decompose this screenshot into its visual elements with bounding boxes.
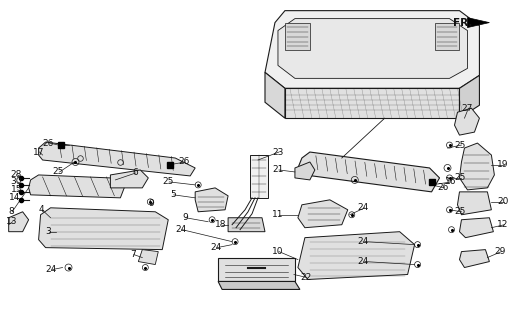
Polygon shape xyxy=(285,23,310,51)
Polygon shape xyxy=(138,250,158,265)
Text: 24: 24 xyxy=(358,237,369,246)
Text: 13: 13 xyxy=(6,217,17,226)
Text: 23: 23 xyxy=(272,148,284,156)
Text: 25: 25 xyxy=(454,140,466,149)
Text: 24: 24 xyxy=(175,225,187,234)
Text: 25: 25 xyxy=(53,167,64,176)
Text: 9: 9 xyxy=(148,199,154,208)
Text: 18: 18 xyxy=(215,220,227,229)
Polygon shape xyxy=(460,218,493,238)
Polygon shape xyxy=(250,155,268,198)
Text: 11: 11 xyxy=(272,210,284,219)
Text: FR.: FR. xyxy=(453,18,473,28)
Polygon shape xyxy=(295,162,315,180)
Polygon shape xyxy=(195,188,228,212)
Text: 25: 25 xyxy=(162,177,174,187)
Polygon shape xyxy=(265,72,285,118)
Polygon shape xyxy=(278,19,468,78)
Text: 3: 3 xyxy=(46,227,52,236)
Text: 6: 6 xyxy=(133,168,138,178)
Text: 26: 26 xyxy=(43,139,54,148)
Text: 25: 25 xyxy=(454,207,466,216)
Text: 5: 5 xyxy=(170,190,176,199)
Text: 7: 7 xyxy=(130,250,136,259)
Polygon shape xyxy=(434,23,460,51)
Text: 16: 16 xyxy=(444,177,456,187)
Polygon shape xyxy=(468,18,489,28)
Polygon shape xyxy=(460,143,494,190)
Text: 25: 25 xyxy=(454,173,466,182)
Polygon shape xyxy=(110,170,148,188)
Polygon shape xyxy=(458,192,491,215)
Polygon shape xyxy=(460,250,489,268)
Text: 20: 20 xyxy=(498,197,509,206)
Text: 29: 29 xyxy=(494,247,506,256)
Text: 17: 17 xyxy=(33,148,44,156)
Text: 24: 24 xyxy=(46,265,57,274)
Polygon shape xyxy=(298,200,348,228)
Text: 24: 24 xyxy=(358,203,369,212)
Text: 30: 30 xyxy=(11,177,22,187)
Polygon shape xyxy=(228,218,265,232)
Text: 22: 22 xyxy=(300,273,311,282)
Text: 15: 15 xyxy=(11,185,22,194)
Polygon shape xyxy=(28,175,125,198)
Polygon shape xyxy=(265,11,479,88)
Polygon shape xyxy=(218,282,300,289)
Text: 12: 12 xyxy=(498,220,509,229)
Text: 19: 19 xyxy=(498,160,509,170)
Text: 9: 9 xyxy=(182,213,188,222)
Polygon shape xyxy=(298,232,414,279)
Text: 4: 4 xyxy=(38,205,44,214)
Polygon shape xyxy=(38,208,168,250)
Polygon shape xyxy=(8,212,28,232)
Text: 24: 24 xyxy=(358,257,369,266)
Text: 26: 26 xyxy=(178,157,189,166)
Text: 24: 24 xyxy=(210,243,221,252)
Polygon shape xyxy=(218,258,295,282)
Polygon shape xyxy=(38,142,195,176)
Text: 10: 10 xyxy=(272,247,284,256)
Text: 8: 8 xyxy=(8,207,14,216)
Text: 27: 27 xyxy=(461,104,473,113)
Polygon shape xyxy=(298,152,440,192)
Text: 21: 21 xyxy=(272,165,284,174)
Polygon shape xyxy=(454,108,479,135)
Polygon shape xyxy=(285,88,460,118)
Polygon shape xyxy=(460,76,479,118)
Text: 14: 14 xyxy=(8,193,20,202)
Text: 28: 28 xyxy=(11,171,22,180)
Text: 26: 26 xyxy=(438,183,449,192)
